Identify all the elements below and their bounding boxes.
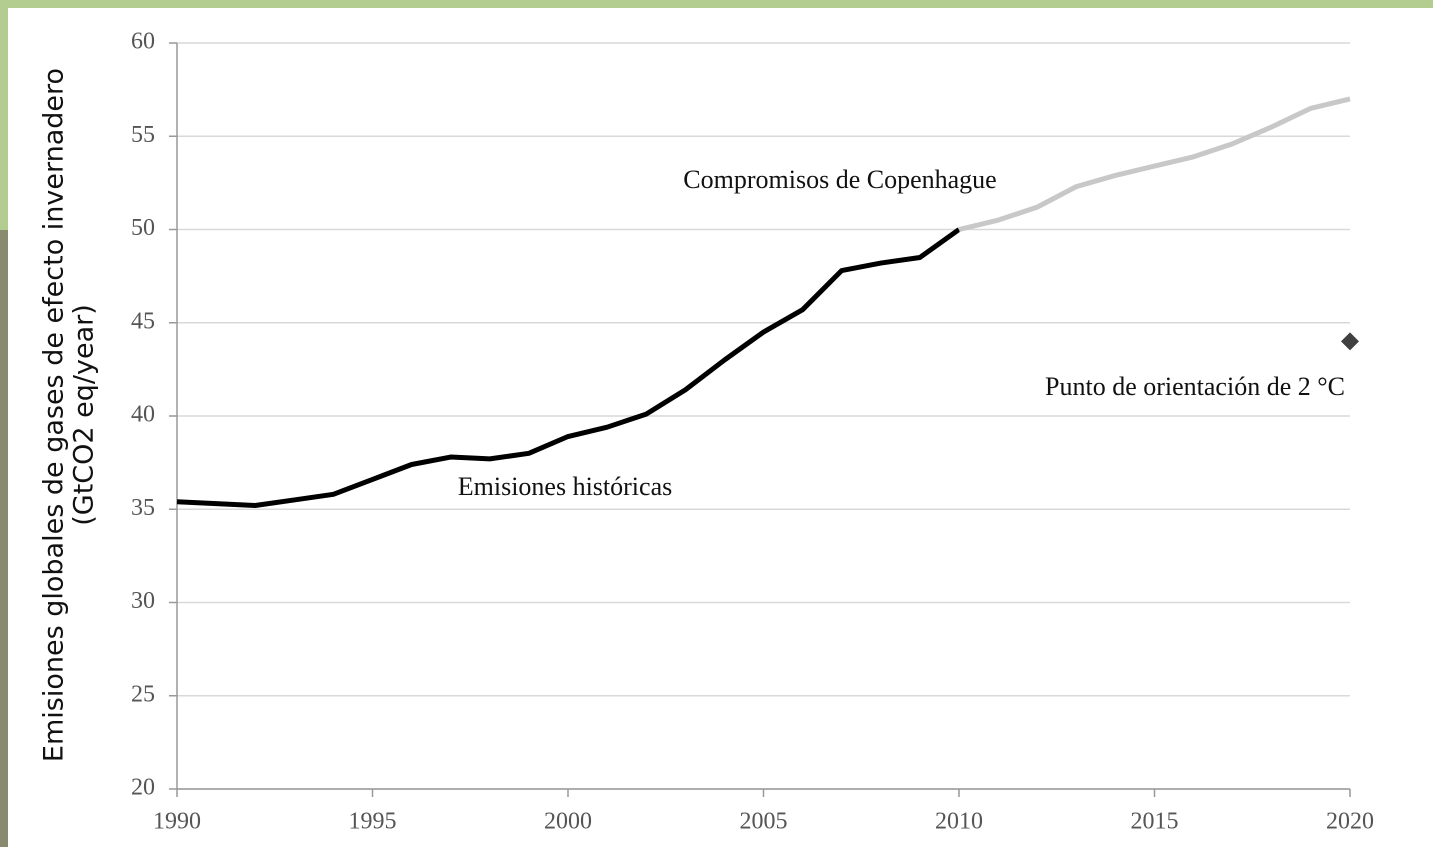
y-tick-label: 55 [131, 122, 155, 148]
series-label: Compromisos de Copenhague [683, 165, 996, 194]
x-tick-label: 2010 [935, 809, 983, 835]
x-tick-label: 2015 [1131, 809, 1179, 835]
x-tick-label: 2005 [740, 809, 788, 835]
x-tick-label: 2020 [1326, 809, 1374, 835]
chart: Emisiones globales de gases de efecto in… [0, 0, 1433, 847]
y-tick-label: 25 [131, 681, 155, 707]
x-tick-label: 1995 [349, 809, 397, 835]
top-border [0, 0, 1433, 8]
x-tick-label: 2000 [544, 809, 592, 835]
y-tick-label: 40 [131, 402, 155, 428]
y-tick-label: 35 [131, 495, 155, 521]
y-tick-label: 20 [131, 775, 155, 801]
y-axis-label: Emisiones globales de gases de efecto in… [39, 68, 70, 762]
y-tick-label: 60 [131, 29, 155, 55]
y-tick-label: 45 [131, 308, 155, 334]
background [0, 0, 1433, 847]
y-tick-label: 50 [131, 215, 155, 241]
page: Emisiones globales de gases de efecto in… [0, 0, 1433, 847]
left-border-image [0, 230, 8, 847]
x-tick-label: 1990 [153, 809, 201, 835]
y-tick-label: 30 [131, 588, 155, 614]
series-label: Emisiones históricas [458, 472, 672, 501]
series-label: Punto de orientación de 2 °C [1045, 372, 1345, 401]
left-border [0, 0, 8, 230]
y-axis-label: (GtCO2 eq/year) [69, 304, 100, 526]
